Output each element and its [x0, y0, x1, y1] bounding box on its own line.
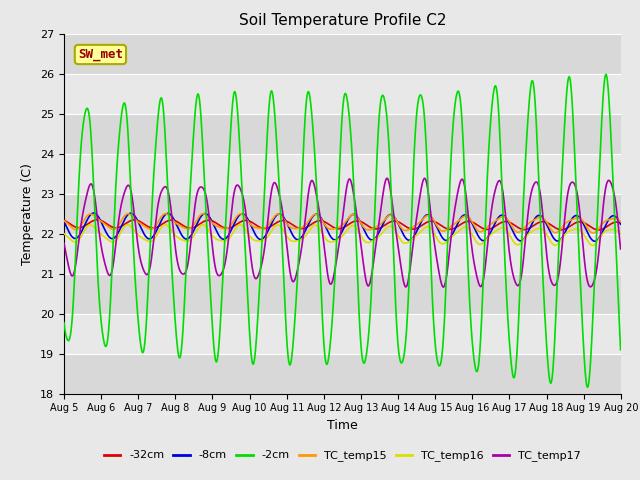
Bar	[64, 154, 621, 193]
Bar	[64, 193, 621, 234]
Bar	[64, 114, 621, 154]
Bar	[64, 73, 621, 114]
Text: SW_met: SW_met	[78, 48, 123, 61]
Bar	[64, 234, 621, 274]
X-axis label: Time: Time	[327, 419, 358, 432]
Y-axis label: Temperature (C): Temperature (C)	[22, 163, 35, 264]
Bar	[64, 274, 621, 313]
Bar	[64, 354, 621, 394]
Bar	[64, 34, 621, 73]
Title: Soil Temperature Profile C2: Soil Temperature Profile C2	[239, 13, 446, 28]
Bar	[64, 313, 621, 354]
Legend: -32cm, -8cm, -2cm, TC_temp15, TC_temp16, TC_temp17: -32cm, -8cm, -2cm, TC_temp15, TC_temp16,…	[99, 446, 586, 466]
